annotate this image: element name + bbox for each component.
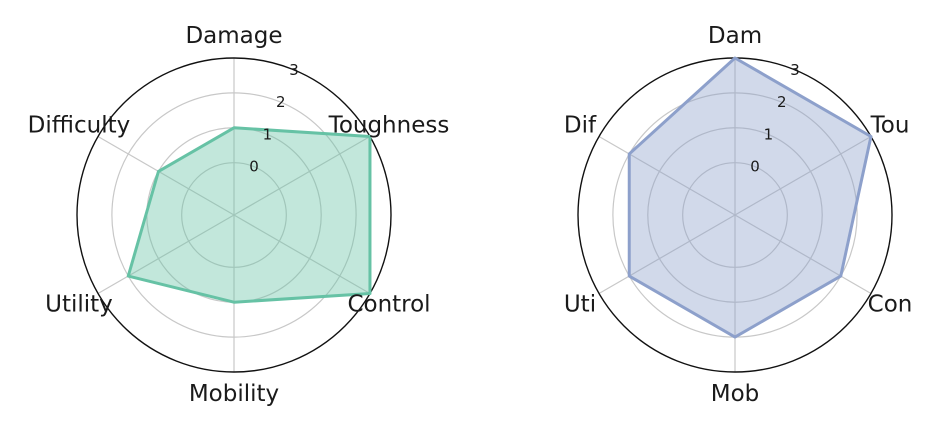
- radial-tick-label-3: 3: [790, 61, 800, 79]
- axis-label-utility: Utility: [45, 292, 113, 318]
- axis-label-dif: Dif: [564, 113, 597, 139]
- axis-spoke-3: [734, 214, 872, 295]
- gridline-ring-0: [181, 162, 287, 268]
- radial-tick-label-2: 2: [276, 93, 286, 111]
- radial-tick-label-2: 2: [777, 93, 787, 111]
- axis-spoke-5: [598, 214, 736, 295]
- axis-label-mob: Mob: [711, 381, 760, 407]
- outer-frame-circle: [76, 57, 392, 373]
- radial-tick-label-1: 1: [764, 125, 774, 143]
- radial-tick-label-3: 3: [289, 61, 299, 79]
- axis-spoke-6: [598, 135, 736, 216]
- radial-tick-label-0: 0: [249, 158, 259, 176]
- axis-label-difficulty: Difficulty: [28, 113, 131, 139]
- axis-spoke-6: [97, 135, 235, 216]
- gridline-ring-0: [682, 162, 788, 268]
- radial-tick-label-1: 1: [263, 125, 273, 143]
- axis-label-tou: Tou: [870, 113, 910, 139]
- axis-spoke-2: [233, 135, 371, 216]
- axis-label-toughness: Toughness: [328, 113, 450, 139]
- axis-label-con: Con: [868, 292, 913, 318]
- axis-label-uti: Uti: [564, 292, 596, 318]
- gridline-ring-2: [111, 92, 357, 338]
- axis-label-mobility: Mobility: [189, 381, 279, 407]
- series-area-1: [126, 126, 372, 304]
- axis-spoke-5: [97, 214, 235, 295]
- axis-label-control: Control: [347, 292, 430, 318]
- series-area-1: [627, 56, 873, 339]
- axis-spoke-3: [233, 214, 371, 295]
- gridline-ring-1: [647, 127, 823, 303]
- axis-label-damage: Damage: [185, 23, 282, 49]
- radial-tick-label-0: 0: [750, 158, 760, 176]
- axis-label-dam: Dam: [708, 23, 762, 49]
- axis-spoke-2: [734, 135, 872, 216]
